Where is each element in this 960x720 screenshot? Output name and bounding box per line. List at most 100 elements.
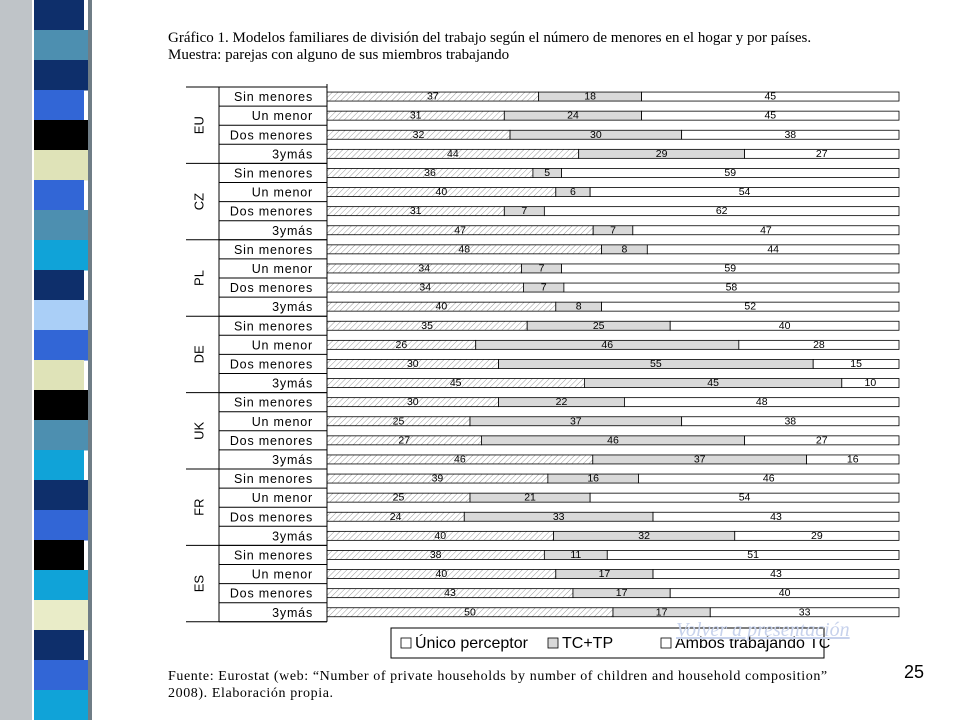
category-label: Sin menores	[234, 396, 313, 410]
stripe-segment	[34, 540, 84, 571]
bar-value-label: 29	[811, 530, 823, 542]
bar-segment-fr-1-3	[638, 473, 900, 484]
back-to-presentation-link[interactable]: Volver a presentación	[676, 619, 850, 641]
bar-value-label: 16	[847, 453, 859, 465]
group-label-eu: EU	[191, 116, 206, 134]
bar-value-label: 27	[816, 148, 828, 160]
bar-value-label: 25	[593, 320, 605, 332]
stripe-segment	[34, 240, 88, 271]
bar-value-label: 17	[656, 606, 668, 618]
bar-segment-fr-3-3	[652, 511, 900, 522]
category-label: Sin menores	[234, 472, 313, 486]
stripe-segment	[34, 270, 84, 301]
decorative-stripe-bar	[0, 0, 110, 720]
bar-value-label: 6	[570, 186, 576, 198]
category-label: Dos menores	[230, 587, 313, 601]
chart-title: Gráfico 1. Modelos familiares de divisió…	[168, 30, 928, 64]
bar-value-label: 31	[410, 205, 422, 217]
bar-value-label: 22	[556, 396, 568, 408]
stripe-segment	[34, 420, 88, 451]
bar-value-label: 37	[427, 91, 439, 103]
legend-frame	[390, 627, 825, 659]
category-label: Un menor	[252, 262, 313, 276]
bar-value-label: 34	[418, 262, 430, 274]
stripe-shadow	[0, 0, 32, 720]
bar-value-label: 7	[521, 205, 527, 217]
bar-value-label: 25	[393, 492, 405, 504]
category-label: 3ymás	[272, 147, 313, 161]
stripe-segment	[34, 450, 84, 481]
bar-segment-eu-1-3	[641, 91, 900, 102]
bar-value-label: 45	[764, 91, 776, 103]
category-label: Sin menores	[234, 166, 313, 180]
bar-value-label: 40	[779, 587, 791, 599]
bar-value-label: 8	[576, 301, 582, 313]
stripe-segment	[34, 330, 88, 361]
stripe-segment	[34, 660, 92, 691]
category-label: 3ymás	[272, 224, 313, 238]
bar-value-label: 37	[694, 453, 706, 465]
source-note: Fuente: Eurostat (web: “Number of privat…	[168, 668, 928, 702]
bar-value-label: 62	[716, 205, 728, 217]
bar-value-label: 31	[410, 110, 422, 122]
bar-value-label: 50	[464, 606, 476, 618]
bar-segment-uk-3-3	[744, 435, 900, 446]
bar-value-label: 33	[553, 511, 565, 523]
stripe-segment	[34, 180, 84, 211]
bar-segment-fr-4-3	[734, 530, 900, 541]
bar-segment-es-4-3	[709, 607, 900, 618]
bar-value-label: 58	[726, 282, 738, 294]
legend-label-1: Único perceptor	[415, 633, 529, 652]
bar-value-label: 37	[570, 415, 582, 427]
bar-segment-cz-3-3	[543, 206, 900, 217]
bar-value-label: 45	[707, 377, 719, 389]
stripe-segment	[34, 0, 84, 31]
stripe-segment	[34, 630, 84, 661]
bar-value-label: 43	[770, 568, 782, 580]
bar-segment-es-2-3	[652, 569, 900, 579]
stripe-segment	[34, 570, 92, 601]
bar-value-label: 51	[747, 549, 759, 561]
bar-segment-pl-3-3	[563, 282, 900, 293]
bar-value-label: 5	[544, 167, 550, 179]
chart-title-line-2: Muestra: parejas con alguno de sus miemb…	[168, 47, 510, 63]
category-label: Sin menores	[234, 548, 313, 562]
category-label: Dos menores	[230, 205, 313, 219]
bar-value-label: 39	[432, 473, 444, 485]
category-label: 3ymás	[272, 606, 313, 620]
legend-swatch-2	[547, 637, 559, 649]
category-label: Dos menores	[230, 510, 313, 524]
bar-value-label: 29	[656, 148, 668, 160]
category-label: Dos menores	[230, 434, 313, 448]
bar-value-label: 46	[607, 434, 619, 446]
stripe-segment	[34, 120, 92, 151]
bar-segment-fr-2-3	[589, 492, 900, 503]
bar-value-label: 48	[458, 243, 470, 255]
bar-value-label: 18	[584, 91, 596, 103]
stripe-segment	[34, 360, 84, 391]
stripe-segment	[34, 690, 88, 720]
bar-value-label: 38	[784, 415, 796, 427]
bar-value-label: 36	[424, 167, 436, 179]
bar-segment-es-1-3	[606, 550, 900, 560]
bar-value-label: 46	[763, 473, 775, 485]
bar-value-label: 48	[756, 396, 768, 408]
bar-value-label: 45	[764, 110, 776, 122]
bar-segment-de-3-3	[812, 359, 900, 369]
bar-value-label: 40	[434, 530, 446, 542]
stripe-segment	[34, 60, 88, 91]
stripe-segment	[34, 150, 88, 181]
bar-value-label: 16	[587, 473, 599, 485]
group-label-fr: FR	[191, 499, 206, 516]
stripe-segment	[34, 90, 84, 121]
bar-value-label: 7	[610, 224, 616, 236]
bar-value-label: 10	[865, 377, 877, 389]
stripe-segment	[34, 480, 92, 511]
bar-segment-es-3-3	[669, 588, 900, 599]
source-line-1: Fuente: Eurostat (web: “Number of privat…	[168, 669, 828, 684]
category-label: 3ymás	[272, 529, 313, 543]
stripe-segment	[34, 510, 88, 541]
group-label-uk: UK	[191, 421, 206, 439]
bar-value-label: 15	[850, 358, 862, 370]
stripe-segment	[34, 300, 92, 331]
